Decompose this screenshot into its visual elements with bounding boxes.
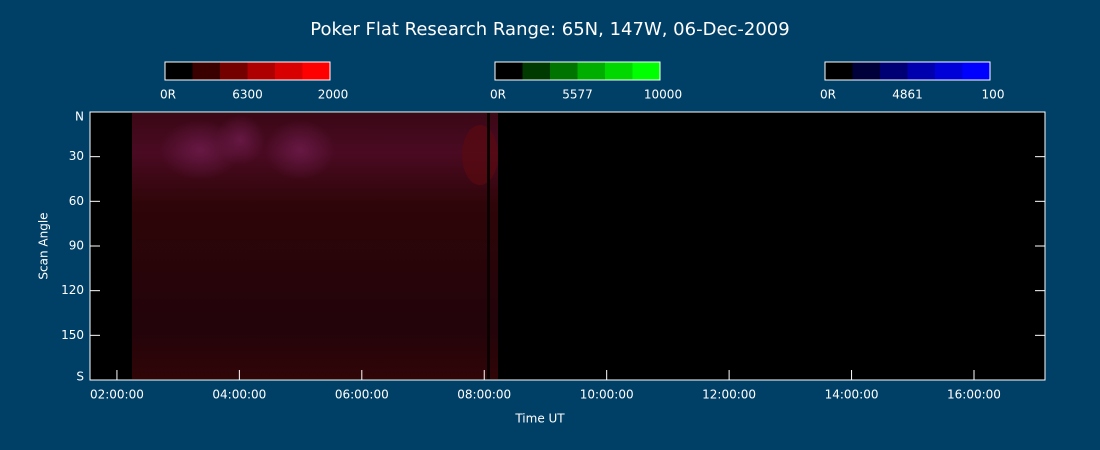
colorbar-segment [165,62,193,80]
y-axis-label: Scan Angle [37,212,51,279]
colorbar-segment [495,62,523,80]
colorbar-segment [962,62,991,80]
colorbar-segment [275,62,303,80]
colorbar-segment [302,62,331,80]
y-tick-label: 30 [69,149,84,163]
colorbar-segment [935,62,963,80]
colorbar-max: 10000 [644,88,682,102]
x-tick-label: 02:00:00 [90,388,144,402]
colorbar-max: 100 [982,88,1005,102]
y-tick-label: S [76,370,84,384]
colorbar-segment [247,62,276,80]
colorbar-segment [880,62,908,80]
colorbar-min: 0R [160,88,176,102]
colorbar-segment [605,62,633,80]
colorbar-frame [824,61,991,81]
x-axis-label: Time UT [514,412,565,426]
colorbar-segment [192,62,221,80]
y-tick-label: N [75,110,84,124]
x-tick-label: 06:00:00 [335,388,389,402]
colorbar-segment [577,62,606,80]
colorbar-line: 5577 [562,88,593,102]
colorbar-frame [164,61,331,81]
colorbar-segment [852,62,881,80]
y-tick-label: 120 [61,283,84,297]
x-tick-label: 08:00:00 [457,388,511,402]
chart-title: Poker Flat Research Range: 65N, 147W, 06… [310,19,789,40]
y-tick-label: 150 [61,328,84,342]
x-tick-label: 12:00:00 [702,388,756,402]
y-tick-label: 60 [69,194,84,208]
x-tick-label: 10:00:00 [580,388,634,402]
colorbar-segment [522,62,551,80]
y-tick-label: 90 [69,239,84,253]
colorbar-segment [550,62,578,80]
x-tick-label: 04:00:00 [212,388,266,402]
colorbar-line: 6300 [232,88,263,102]
colorbar-min: 0R [820,88,836,102]
colorbar-segment [825,62,853,80]
colorbar-frame [494,61,661,81]
colorbar-segment [907,62,936,80]
keogram-image [132,113,498,379]
colorbar-segment [632,62,661,80]
colorbar-line: 4861 [892,88,923,102]
colorbar-max: 2000 [318,88,349,102]
x-tick-label: 14:00:00 [825,388,879,402]
colorbar-min: 0R [490,88,506,102]
x-tick-label: 16:00:00 [947,388,1001,402]
colorbar-segment [220,62,248,80]
